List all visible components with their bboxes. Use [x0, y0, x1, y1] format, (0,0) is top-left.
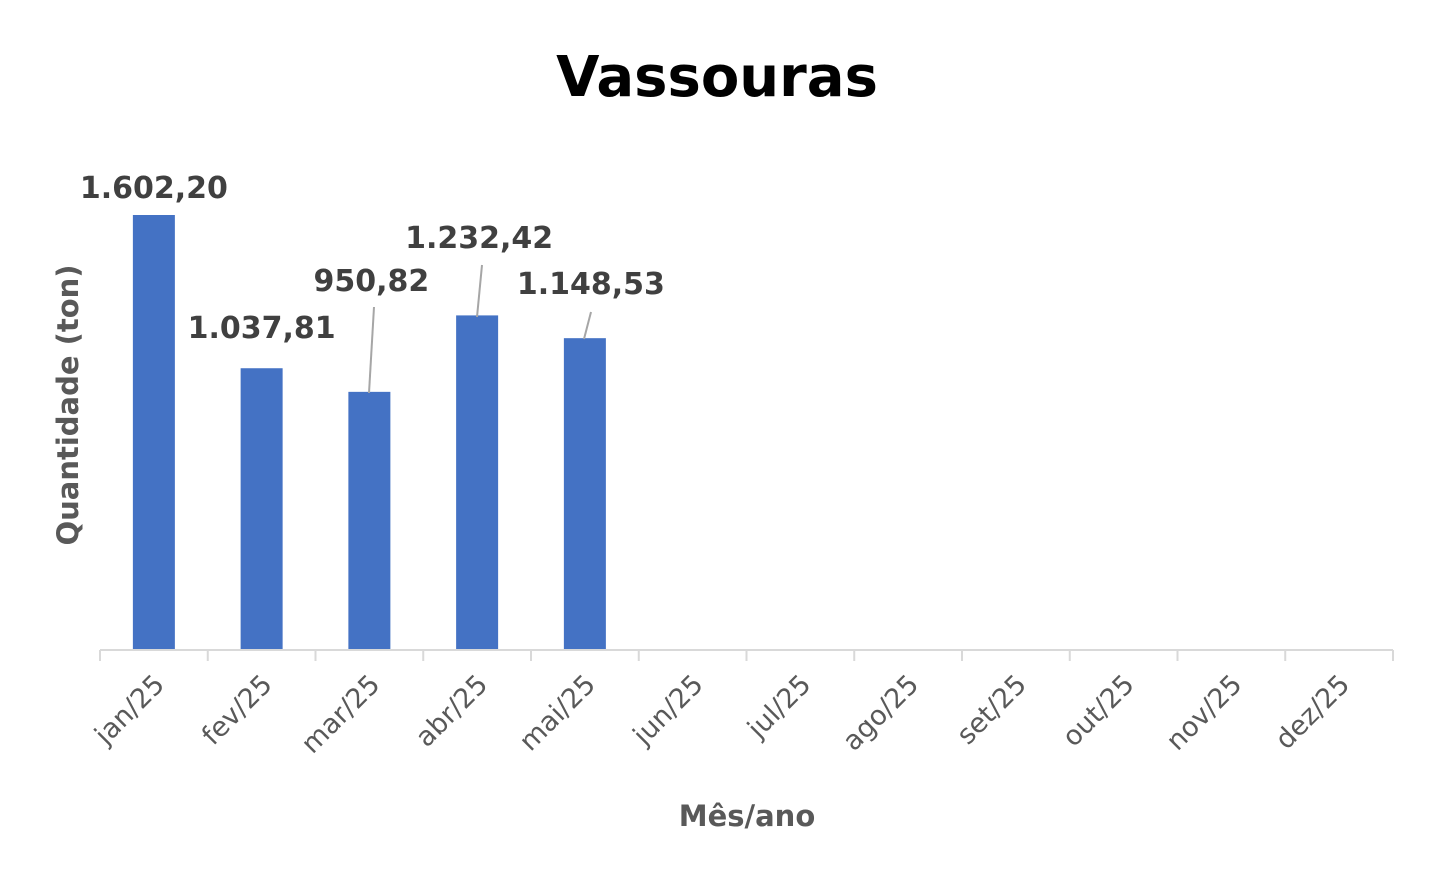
bar-mai-25	[563, 338, 606, 650]
leader-lines-group	[368, 264, 592, 394]
x-tick-label: abr/25	[410, 669, 494, 753]
data-label: 1.148,53	[517, 267, 665, 302]
x-axis-title: Mês/ano	[679, 799, 816, 833]
data-label: 1.602,20	[80, 171, 228, 206]
x-tick-label: jan/25	[88, 669, 170, 751]
bar-mar-25	[348, 391, 391, 650]
x-tick-label: out/25	[1057, 669, 1141, 753]
x-tick-label: mar/25	[296, 669, 387, 760]
x-tick-label: fev/25	[196, 669, 278, 751]
bars-group	[132, 215, 606, 650]
x-tick-label: dez/25	[1270, 669, 1357, 756]
x-ticks-group	[99, 650, 1394, 661]
x-tick-label: ago/25	[837, 669, 925, 757]
x-tick-label: jul/25	[741, 669, 817, 745]
x-tick-labels-group: jan/25 fev/25 mar/25 abr/25 mai/25 jun/25 jul/…	[88, 669, 1356, 760]
bar-fev-25	[240, 368, 283, 650]
data-label-leader-line	[476, 264, 483, 318]
data-label: 1.232,42	[405, 221, 553, 256]
y-axis-title: Quantidade (ton)	[51, 264, 85, 545]
bar-abr-25	[456, 315, 499, 650]
data-label-leader-line	[583, 311, 592, 340]
data-label: 1.037,81	[188, 311, 336, 346]
data-label: 950,82	[313, 264, 429, 299]
data-label-leader-line	[368, 306, 375, 394]
bar-jan-25	[132, 215, 175, 650]
x-tick-label: mai/25	[514, 669, 602, 757]
data-labels-group: 1.602,20 1.037,81 950,82 1.232,42 1.148,53	[80, 171, 665, 346]
chart-title: Vassouras	[556, 45, 878, 110]
x-tick-label: nov/25	[1161, 669, 1249, 757]
x-tick-label: jun/25	[627, 669, 710, 752]
x-tick-label: set/25	[951, 669, 1033, 751]
